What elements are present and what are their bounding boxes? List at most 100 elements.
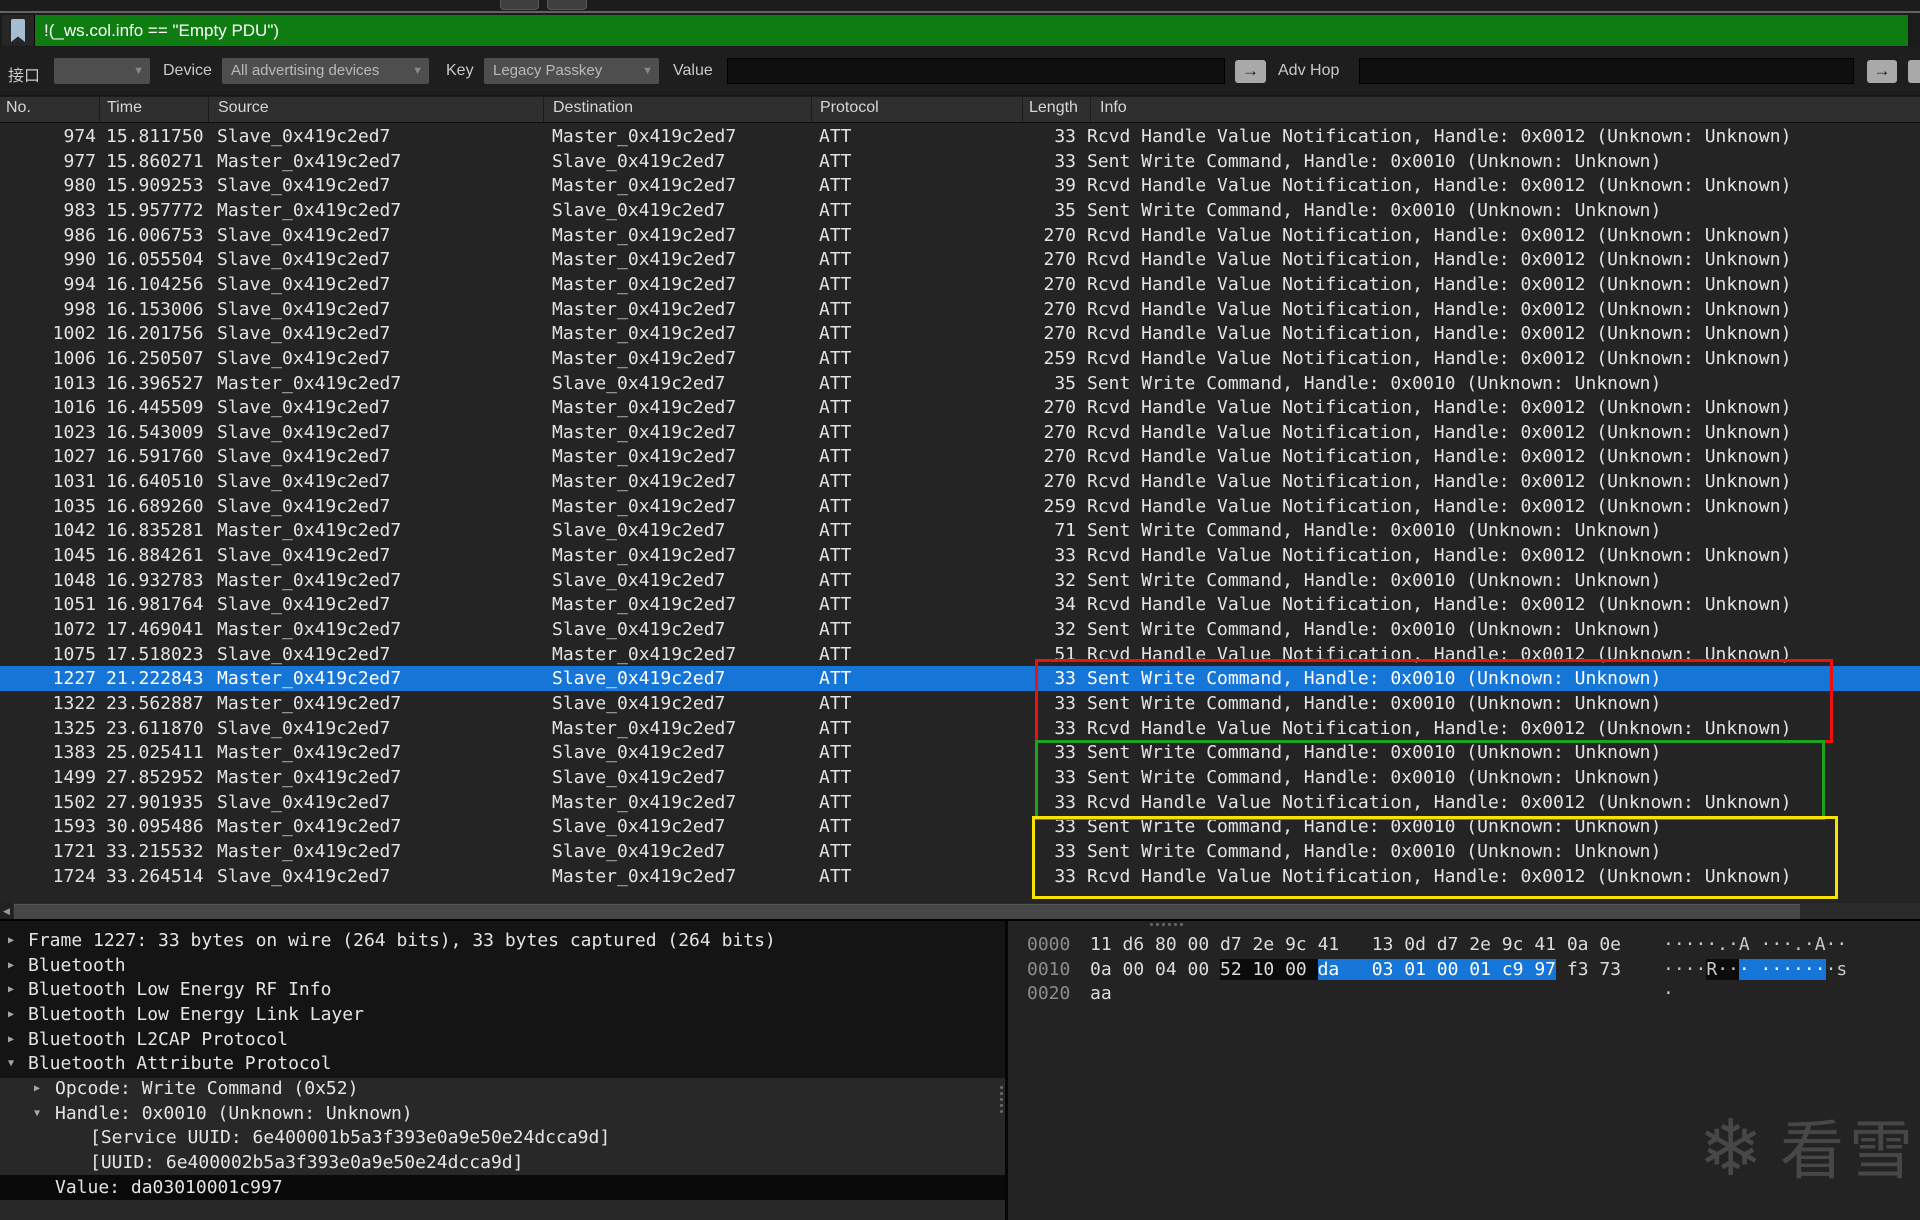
table-row[interactable]: 1502 27.901935 Slave_0x419c2ed7 Master_0x41…: [0, 790, 1920, 815]
table-row[interactable]: 1023 16.543009 Slave_0x419c2ed7 Master_0x41…: [0, 420, 1920, 445]
right-arrow-icon: →: [1873, 61, 1891, 80]
table-row[interactable]: 1013 16.396527 Master_0x419c2ed7 Slave_0x41…: [0, 371, 1920, 396]
table-row[interactable]: 994 16.104256 Slave_0x419c2ed7 Master_0x419…: [0, 272, 1920, 297]
cell: Master_0x419c2ed7: [217, 668, 402, 690]
detail-line[interactable]: ▶ Bluetooth Low Energy Link Layer: [0, 1002, 1005, 1027]
hex-pane-splitter-handle[interactable]: [1150, 923, 1183, 926]
table-row[interactable]: 1499 27.852952 Master_0x419c2ed7 Slave_0x41…: [0, 765, 1920, 790]
device-select[interactable]: All advertising devices ▼: [222, 58, 429, 84]
cell: 1075: [52, 643, 96, 665]
pane-splitter[interactable]: [1005, 921, 1008, 1220]
column-header-destination[interactable]: Destination: [553, 99, 634, 116]
cell: Slave_0x419c2ed7: [217, 298, 391, 320]
table-row[interactable]: 998 16.153006 Slave_0x419c2ed7 Master_0x419…: [0, 297, 1920, 322]
table-row[interactable]: 974 15.811750 Slave_0x419c2ed7 Master_0x419…: [0, 124, 1920, 149]
column-header-info[interactable]: Info: [1100, 99, 1127, 116]
detail-line[interactable]: ▼ Handle: 0x0010 (Unknown: Unknown): [0, 1101, 1005, 1126]
detail-line[interactable]: ▼ Bluetooth Attribute Protocol: [0, 1051, 1005, 1076]
filter-input[interactable]: !(_ws.col.info == "Empty PDU"): [44, 21, 280, 40]
detail-line[interactable]: ▶ Frame 1227: 33 bytes on wire (264 bits)…: [0, 928, 1005, 953]
column-header-time[interactable]: Time: [107, 99, 142, 116]
expand-icon[interactable]: ▶: [8, 959, 15, 971]
table-row[interactable]: 1045 16.884261 Slave_0x419c2ed7 Master_0x41…: [0, 543, 1920, 568]
table-row[interactable]: 990 16.055504 Slave_0x419c2ed7 Master_0x419…: [0, 247, 1920, 272]
cell: Rcvd Handle Value Notification, Handle: …: [1087, 791, 1792, 813]
display-filter-bar[interactable]: !(_ws.col.info == "Empty PDU"): [2, 15, 1908, 46]
table-row[interactable]: 986 16.006753 Slave_0x419c2ed7 Master_0x419…: [0, 223, 1920, 248]
table-row[interactable]: 1027 16.591760 Slave_0x419c2ed7 Master_0x41…: [0, 444, 1920, 469]
pane-splitter-handle[interactable]: [1000, 1086, 1003, 1113]
expand-icon[interactable]: ▶: [8, 935, 15, 946]
key-select[interactable]: Legacy Passkey ▼: [484, 58, 659, 84]
table-row[interactable]: 1322 23.562887 Master_0x419c2ed7 Slave_0x41…: [0, 691, 1920, 716]
cell: 33: [1054, 150, 1076, 172]
cell: 270: [1043, 446, 1076, 468]
table-row[interactable]: 1075 17.518023 Slave_0x419c2ed7 Master_0x41…: [0, 642, 1920, 667]
horizontal-scrollbar[interactable]: ◀: [0, 903, 1920, 919]
cell: ATT: [819, 372, 852, 394]
detail-line[interactable]: ▶ Opcode: Write Command (0x52): [0, 1076, 1005, 1101]
collapse-icon[interactable]: ▼: [8, 1058, 15, 1070]
detail-line[interactable]: Value: da03010001c997: [0, 1175, 1005, 1200]
snowflake-icon: ❄: [1698, 1104, 1764, 1194]
table-row[interactable]: 1325 23.611870 Slave_0x419c2ed7 Master_0x41…: [0, 716, 1920, 741]
table-row[interactable]: 1016 16.445509 Slave_0x419c2ed7 Master_0x41…: [0, 395, 1920, 420]
expand-icon[interactable]: ▶: [8, 1033, 15, 1045]
scrollbar-left-arrow[interactable]: ◀: [0, 903, 13, 919]
table-row[interactable]: 1002 16.201756 Slave_0x419c2ed7 Master_0x41…: [0, 321, 1920, 346]
value-input[interactable]: [727, 58, 1225, 84]
cell: 33: [1054, 865, 1076, 887]
apply-arrow-button[interactable]: →: [1235, 60, 1266, 83]
detail-line[interactable]: ▶ Bluetooth: [0, 953, 1005, 978]
cell: Slave_0x419c2ed7: [552, 742, 726, 764]
cell: ATT: [819, 347, 852, 369]
table-row[interactable]: 1031 16.640510 Slave_0x419c2ed7 Master_0x41…: [0, 469, 1920, 494]
column-header-protocol[interactable]: Protocol: [820, 99, 879, 116]
interface-select[interactable]: ▼: [54, 58, 150, 84]
expand-icon[interactable]: ▶: [8, 984, 15, 996]
table-row[interactable]: 1227 21.222843 Master_0x419c2ed7 Slave_0x41…: [0, 666, 1920, 692]
cell: ATT: [819, 520, 852, 542]
table-row[interactable]: 1721 33.215532 Master_0x419c2ed7 Slave_0x41…: [0, 839, 1920, 864]
cell: Slave_0x419c2ed7: [217, 446, 391, 468]
ascii-segment: ·····.·A ···.·A··: [1663, 934, 1848, 955]
cell: Sent Write Command, Handle: 0x0010 (Unkn…: [1087, 199, 1662, 221]
detail-line[interactable]: ▶ Bluetooth L2CAP Protocol: [0, 1027, 1005, 1052]
detail-line[interactable]: [Service UUID: 6e400001b5a3f393e0a9e50e2…: [0, 1125, 1005, 1150]
table-row[interactable]: 1006 16.250507 Slave_0x419c2ed7 Master_0x41…: [0, 346, 1920, 371]
table-row[interactable]: 1048 16.932783 Master_0x419c2ed7 Slave_0x41…: [0, 568, 1920, 593]
adv-hop-arrow-button[interactable]: →: [1867, 60, 1897, 83]
cell: Rcvd Handle Value Notification, Handle: …: [1087, 643, 1792, 665]
column-divider: [208, 97, 209, 122]
table-row[interactable]: 1072 17.469041 Master_0x419c2ed7 Slave_0x41…: [0, 617, 1920, 642]
column-header-length[interactable]: Length: [1029, 99, 1078, 116]
expand-icon[interactable]: ▶: [8, 1008, 15, 1020]
table-row[interactable]: 977 15.860271 Master_0x419c2ed7 Slave_0x419…: [0, 149, 1920, 174]
column-header-source[interactable]: Source: [218, 99, 269, 116]
table-row[interactable]: 983 15.957772 Master_0x419c2ed7 Slave_0x419…: [0, 198, 1920, 223]
collapse-icon[interactable]: ▼: [34, 1107, 41, 1119]
cell: 270: [1043, 397, 1076, 419]
window-button-1[interactable]: [500, 0, 539, 10]
scrollbar-thumb[interactable]: [14, 904, 1800, 919]
detail-line[interactable]: [UUID: 6e400002b5a3f393e0a9e50e24dcca9d]: [0, 1150, 1005, 1175]
cell: 16.981764: [106, 594, 204, 616]
table-row[interactable]: 1724 33.264514 Slave_0x419c2ed7 Master_0x41…: [0, 864, 1920, 889]
table-row[interactable]: 1035 16.689260 Slave_0x419c2ed7 Master_0x41…: [0, 494, 1920, 519]
filter-bookmark-box[interactable]: [2, 15, 35, 46]
expand-icon[interactable]: ▶: [34, 1082, 41, 1094]
cell: Master_0x419c2ed7: [217, 150, 402, 172]
table-row[interactable]: 1593 30.095486 Master_0x419c2ed7 Slave_0x41…: [0, 814, 1920, 839]
window-button-2[interactable]: [547, 0, 587, 10]
column-header-no[interactable]: No.: [6, 99, 31, 116]
table-row[interactable]: 1051 16.981764 Slave_0x419c2ed7 Master_0x41…: [0, 592, 1920, 617]
table-row[interactable]: 980 15.909253 Slave_0x419c2ed7 Master_0x419…: [0, 173, 1920, 198]
table-row[interactable]: 1042 16.835281 Master_0x419c2ed7 Slave_0x41…: [0, 518, 1920, 543]
adv-hop-input[interactable]: [1359, 58, 1854, 84]
clipped-toolbar-button[interactable]: [1908, 60, 1920, 83]
table-row[interactable]: 1383 25.025411 Master_0x419c2ed7 Slave_0x41…: [0, 740, 1920, 765]
chevron-down-icon: ▼: [133, 65, 144, 77]
cell: Sent Write Command, Handle: 0x0010 (Unkn…: [1087, 668, 1662, 690]
cell: 1072: [52, 619, 96, 640]
detail-line[interactable]: ▶ Bluetooth Low Energy RF Info: [0, 977, 1005, 1002]
